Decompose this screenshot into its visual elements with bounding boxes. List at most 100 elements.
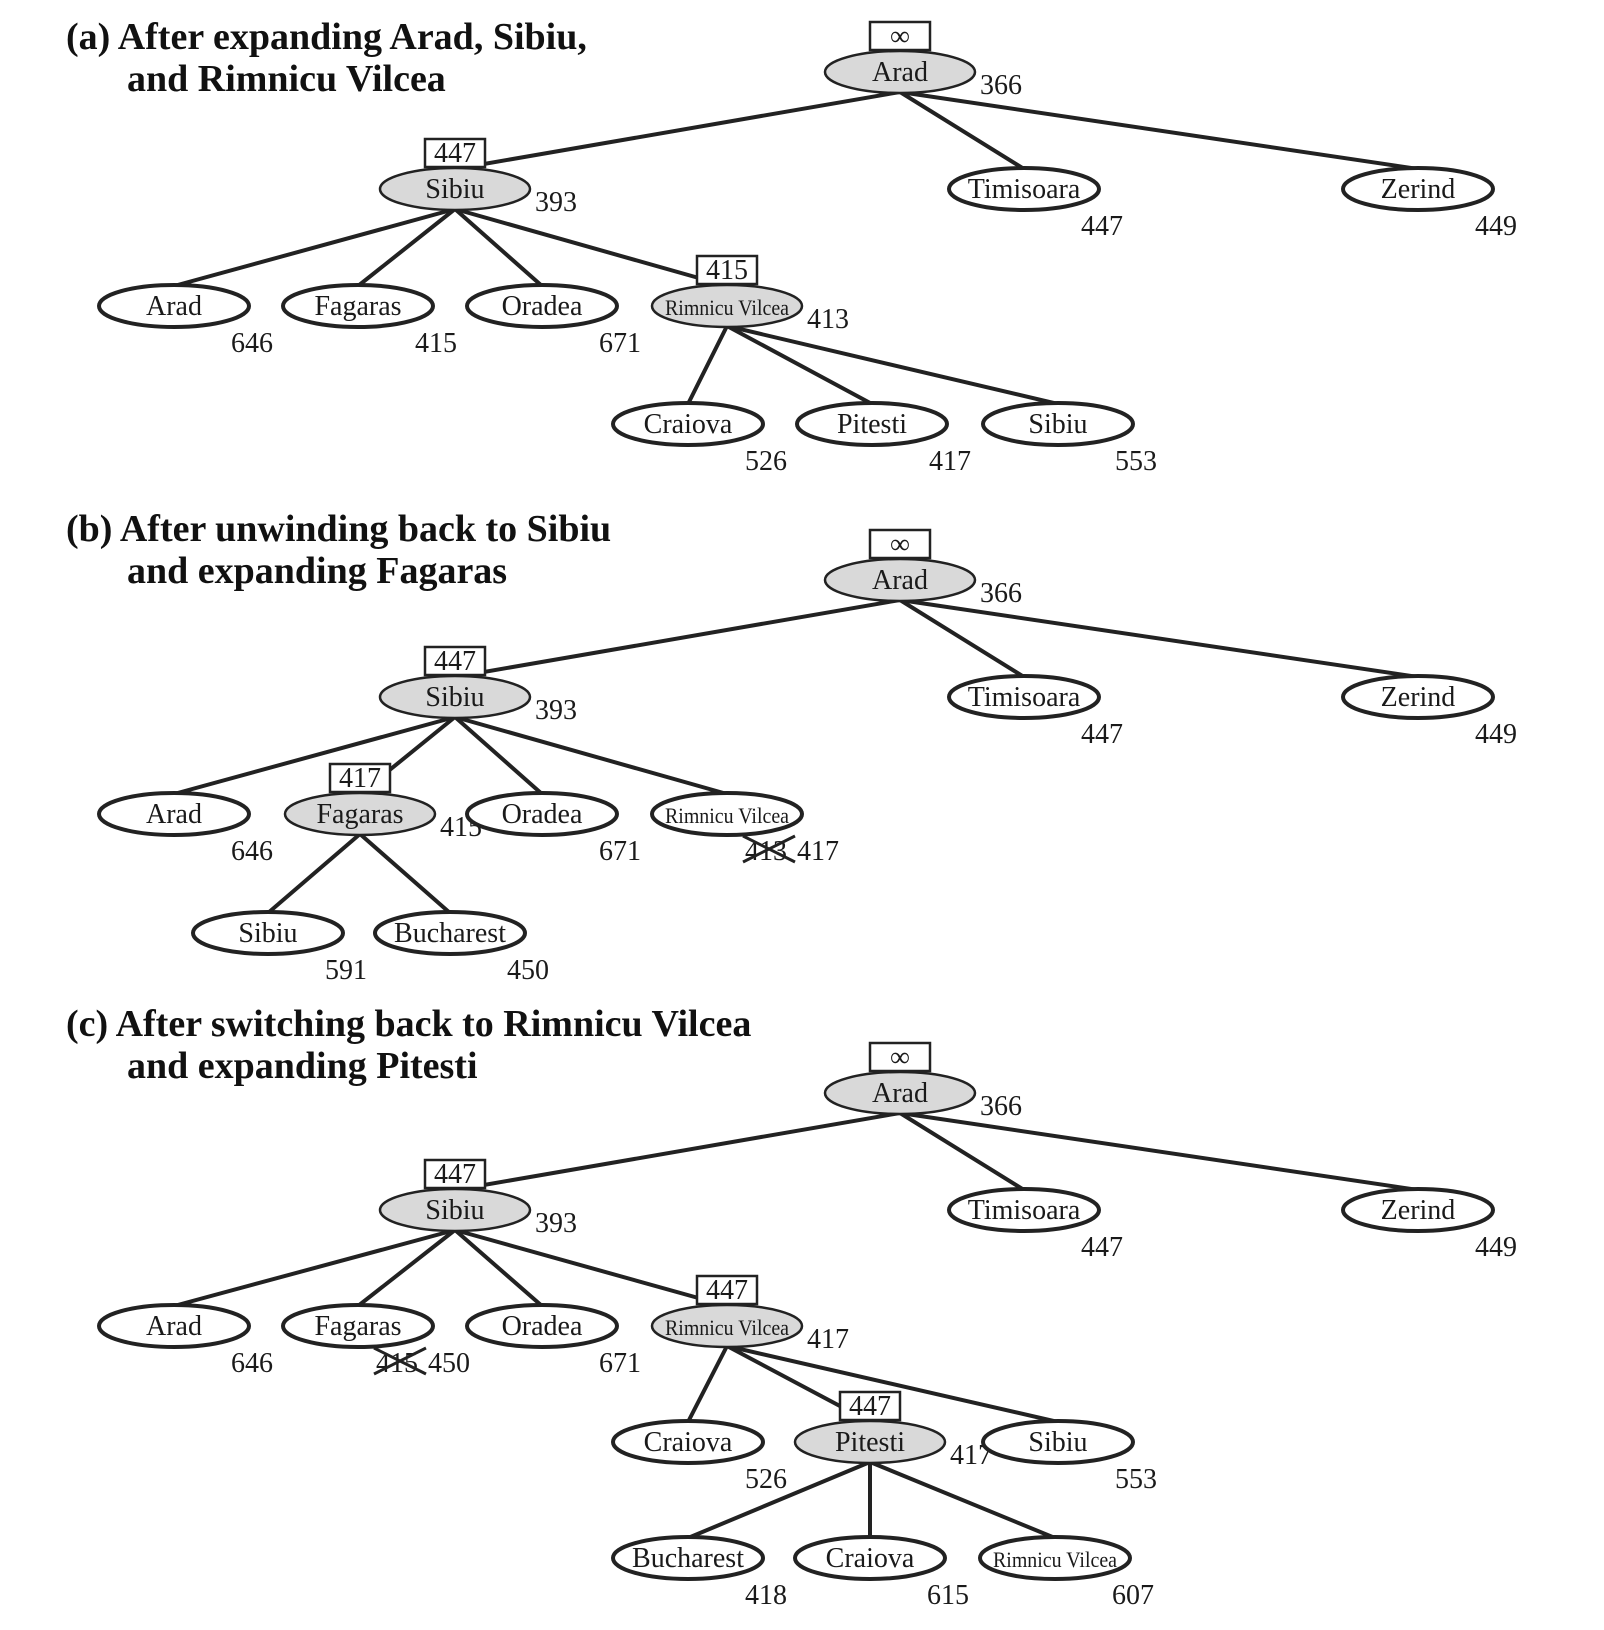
f-limit-value: 415	[706, 255, 748, 286]
tree-edge-pitesti-rimnicu2	[868, 1460, 1057, 1540]
tree-node-craiova: Craiova 526	[611, 401, 787, 477]
tree-edge-sibiu-rimnicu	[453, 207, 729, 288]
node-f-value: 615	[927, 1580, 969, 1611]
tree-node-sibiu2: Sibiu 553	[981, 1419, 1157, 1495]
node-f-value: 393	[535, 1208, 577, 1239]
f-limit-value: ∞	[890, 21, 910, 52]
tree-edge-arad-sibiu	[453, 598, 902, 679]
node-ellipse	[373, 910, 527, 956]
tree-node-sibiu2: Sibiu 553	[981, 401, 1157, 477]
f-limit-box	[838, 1390, 902, 1422]
tree-edge-sibiu-oradea	[453, 207, 544, 288]
node-label: Zerind	[1381, 682, 1456, 713]
tree-node-craiova: Craiova 526	[611, 1419, 787, 1495]
tree-edge-arad-zerind	[898, 1111, 1420, 1192]
node-ellipse	[281, 283, 435, 329]
tree-node-oradea: Oradea 671	[465, 283, 641, 359]
f-limit-box	[423, 1158, 487, 1190]
tree-edge-arad-zerind	[898, 598, 1420, 679]
tree-node-rimnicu: Rimnicu Vilcea413417	[650, 791, 839, 867]
tree-node-rimnicu2: Rimnicu Vilcea 607	[978, 1535, 1154, 1611]
tree-edge-rimnicu-craiova	[686, 1344, 729, 1424]
tree-edge-rimnicu-sibiu2	[725, 1344, 1060, 1424]
f-limit-box	[868, 528, 932, 560]
f-limit-box	[423, 645, 487, 677]
f-limit-value: 447	[706, 1275, 748, 1306]
node-f-value: 449	[1475, 1232, 1517, 1263]
tree-edge-arad-timisoara	[898, 90, 1026, 171]
node-label: Sibiu	[425, 682, 484, 713]
f-limit-box	[328, 762, 392, 794]
tree-edge-rimnicu-craiova	[686, 324, 729, 406]
node-f-value: 417	[797, 836, 839, 867]
node-f-value: 447	[1081, 211, 1123, 242]
tree-node-oradea: Oradea 671	[465, 1303, 641, 1379]
node-ellipse	[465, 1303, 619, 1349]
node-f-value: 591	[325, 955, 367, 986]
node-f-value: 526	[745, 446, 787, 477]
tree-node-arad: Arad 366 ∞	[823, 20, 1022, 101]
node-f-value: 526	[745, 1464, 787, 1495]
node-ellipse	[611, 1535, 765, 1581]
node-label: Sibiu	[238, 918, 297, 949]
node-label: Arad	[872, 565, 928, 596]
node-f-value: 393	[535, 187, 577, 218]
tree-edge-sibiu-fagaras	[356, 1228, 457, 1308]
tree-node-fagaras: Fagaras 415	[281, 283, 457, 359]
node-label: Timisoara	[968, 682, 1081, 713]
node-label: Zerind	[1381, 174, 1456, 205]
node-ellipse	[465, 791, 619, 837]
node-f-value: 671	[599, 328, 641, 359]
tree-edge-arad-sibiu	[453, 1111, 902, 1192]
node-ellipse	[795, 401, 949, 447]
node-f-value: 366	[980, 1091, 1022, 1122]
node-f-value: 447	[1081, 719, 1123, 750]
node-label: Bucharest	[394, 918, 506, 949]
node-label: Timisoara	[968, 174, 1081, 205]
node-label: Rimnicu Vilcea	[993, 1547, 1117, 1572]
tree-node-sibiu: Sibiu 393 447	[378, 645, 577, 726]
node-f-value: 671	[599, 1348, 641, 1379]
node-label: Zerind	[1381, 1195, 1456, 1226]
f-limit-value: 447	[849, 1391, 891, 1422]
node-label: Fagaras	[314, 291, 401, 322]
node-f-value: 646	[231, 836, 273, 867]
tree-edge-sibiu-arad2	[172, 207, 457, 288]
tree-node-sibiu: Sibiu 393 447	[378, 1158, 577, 1239]
tree-edge-fagaras-bucharest	[358, 832, 452, 915]
f-limit-box	[695, 1274, 759, 1306]
node-label: Arad	[146, 799, 202, 830]
node-label: Sibiu	[425, 174, 484, 205]
node-label: Craiova	[644, 409, 733, 440]
node-label: Oradea	[502, 1311, 583, 1342]
tree-edge-arad-zerind	[898, 90, 1420, 171]
tree-edge-pitesti-bucharest	[686, 1460, 872, 1540]
f-limit-value: 447	[434, 646, 476, 677]
tree-node-arad: Arad 366 ∞	[823, 1041, 1022, 1122]
node-f-value: 450	[507, 955, 549, 986]
node-f-value: 646	[231, 328, 273, 359]
node-label: Fagaras	[316, 799, 403, 830]
f-limit-box	[868, 1041, 932, 1073]
node-label: Sibiu	[425, 1195, 484, 1226]
node-label: Craiova	[644, 1427, 733, 1458]
caption-b-line2: and expanding Fagaras	[127, 550, 508, 592]
caption-a-line1: (a) After expanding Arad, Sibiu,	[66, 16, 587, 58]
tree-node-arad2: Arad 646	[97, 1303, 273, 1379]
tree-edge-sibiu-arad2	[172, 1228, 457, 1308]
node-f-value: 393	[535, 695, 577, 726]
caption-b: (b) After unwinding back to Sibiu and ex…	[66, 508, 611, 592]
tree-edge-sibiu-oradea	[453, 715, 544, 796]
node-ellipse	[191, 910, 345, 956]
node-f-value: 553	[1115, 1464, 1157, 1495]
node-label: Arad	[872, 57, 928, 88]
tree-node-oradea: Oradea 671	[465, 791, 641, 867]
node-ellipse	[978, 1535, 1132, 1581]
tree-node-rimnicu: Rimnicu Vilcea 417 447	[650, 1274, 849, 1355]
strike-icon	[373, 1346, 427, 1376]
tree-node-sibiu2: Sibiu 591	[191, 910, 367, 986]
node-label: Oradea	[502, 799, 583, 830]
